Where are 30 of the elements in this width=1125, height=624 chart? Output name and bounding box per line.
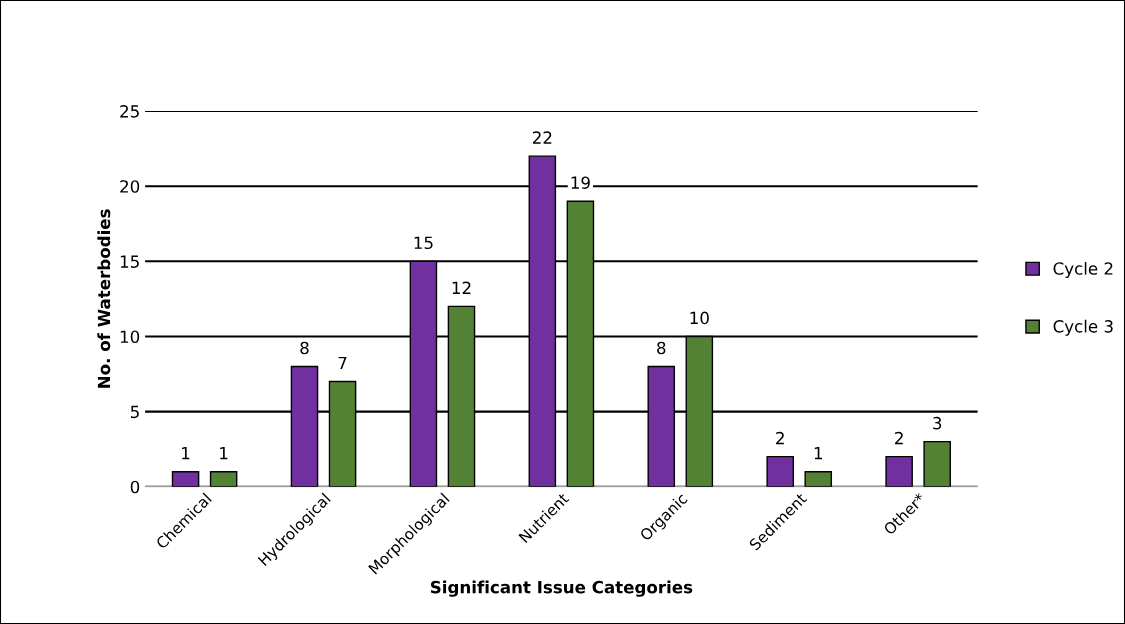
bar — [171, 470, 200, 487]
data-label: 8 — [300, 341, 309, 355]
bar — [766, 455, 794, 487]
data-label: 22 — [532, 131, 552, 144]
bar — [804, 470, 833, 487]
data-label: 1 — [182, 447, 190, 460]
data-label: 3 — [933, 416, 942, 430]
data-label: 10 — [690, 311, 709, 325]
data-label: 12 — [452, 281, 471, 294]
data-label: 19 — [571, 176, 590, 189]
legend-label: Cycle 2 — [1053, 261, 1113, 279]
data-label: 1 — [220, 447, 228, 460]
data-label: 15 — [414, 236, 433, 250]
bar — [923, 440, 951, 487]
y-tick-label: 5 — [130, 405, 139, 419]
data-label: 2 — [895, 431, 903, 445]
y-tick-label: 10 — [120, 330, 140, 344]
bar — [885, 455, 913, 487]
y-axis-title: No. of Waterbodies — [97, 209, 111, 388]
data-label: 7 — [338, 356, 347, 370]
y-tick-label: 0 — [130, 480, 140, 494]
y-tick-label: 20 — [120, 180, 140, 193]
legend-label: Cycle 3 — [1053, 319, 1113, 336]
bar — [209, 470, 238, 487]
data-label: 2 — [776, 431, 784, 445]
data-label: 1 — [814, 447, 823, 460]
x-axis-title: Significant Issue Categories — [430, 580, 693, 597]
y-tick-label: 15 — [120, 255, 139, 268]
data-label: 8 — [657, 341, 666, 355]
y-tick-label: 25 — [120, 105, 139, 118]
